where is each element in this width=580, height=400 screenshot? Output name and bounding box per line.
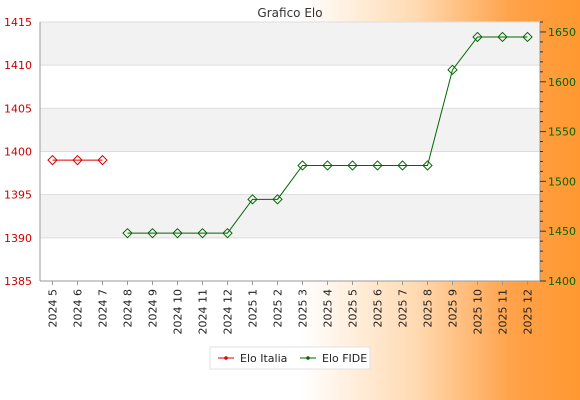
left-tick-label: 1385 — [4, 275, 32, 288]
left-tick-label: 1390 — [4, 232, 32, 245]
plot-band — [40, 22, 540, 66]
x-tick-label: 2025 8 — [422, 289, 435, 328]
data-point — [47, 154, 58, 166]
data-point — [497, 31, 508, 43]
left-tick-label: 1410 — [4, 59, 32, 72]
left-axis-ticks: 1385 1390 1395 1400 1405 1410 1415 — [4, 16, 32, 288]
series-elo-italia — [47, 154, 108, 166]
x-tick-label: 2024 10 — [172, 289, 185, 335]
right-tick-label: 1600 — [548, 76, 576, 89]
legend: Elo Italia Elo FIDE — [209, 346, 371, 370]
x-tick-label: 2025 5 — [347, 289, 360, 328]
left-tick-label: 1395 — [4, 189, 32, 202]
series-elo-fide — [122, 31, 533, 239]
x-tick-label: 2024 9 — [147, 289, 160, 328]
data-point — [522, 31, 533, 43]
legend-marker — [224, 356, 228, 360]
x-axis-ticks: 2024 5 2024 6 2024 7 2024 8 2024 9 2024 10 202… — [47, 281, 535, 335]
data-point — [222, 227, 233, 239]
legend-box — [209, 346, 371, 370]
data-point — [472, 31, 483, 43]
right-tick-label: 1400 — [548, 275, 576, 288]
data-point — [172, 227, 183, 239]
plot-band — [40, 194, 540, 238]
x-tick-label: 2025 9 — [447, 289, 460, 328]
data-point — [322, 160, 333, 171]
x-tick-label: 2025 10 — [472, 289, 485, 335]
data-point — [372, 160, 383, 171]
x-tick-label: 2024 11 — [197, 289, 210, 335]
x-tick-label: 2025 4 — [322, 289, 335, 328]
series-layer — [47, 31, 533, 239]
x-tick-label: 2024 5 — [47, 289, 60, 328]
plot-band — [40, 108, 540, 152]
x-tick-label: 2025 3 — [297, 289, 310, 328]
legend-marker — [306, 356, 310, 360]
chart-title: Grafico Elo — [257, 6, 322, 20]
series-line — [127, 36, 528, 234]
legend-item: Elo FIDE — [300, 352, 367, 365]
left-tick-label: 1415 — [4, 16, 32, 29]
left-tick-label: 1400 — [4, 146, 32, 159]
data-point — [397, 160, 408, 171]
data-point — [72, 154, 83, 166]
legend-label: Elo FIDE — [322, 352, 367, 365]
data-point — [347, 160, 358, 171]
data-point — [197, 227, 208, 239]
x-tick-label: 2024 8 — [122, 289, 135, 328]
x-tick-label: 2024 12 — [222, 289, 235, 335]
data-point — [297, 160, 308, 171]
data-point — [422, 160, 433, 171]
x-tick-label: 2025 11 — [497, 289, 510, 335]
x-tick-label: 2024 6 — [72, 289, 85, 328]
right-tick-label: 1650 — [548, 26, 576, 39]
right-axis-ticks: 1400 1450 1500 1550 1600 1650 — [540, 21, 576, 288]
x-tick-label: 2025 2 — [272, 289, 285, 328]
x-tick-label: 2024 7 — [97, 289, 110, 328]
data-point — [147, 227, 158, 239]
data-point — [247, 194, 258, 205]
data-point — [122, 227, 133, 239]
x-tick-label: 2025 7 — [397, 289, 410, 328]
right-tick-label: 1450 — [548, 225, 576, 238]
left-tick-label: 1405 — [4, 102, 32, 115]
x-tick-label: 2025 6 — [372, 289, 385, 328]
x-tick-label: 2025 12 — [522, 289, 535, 335]
data-point — [97, 154, 108, 166]
right-tick-label: 1500 — [548, 175, 576, 188]
legend-item: Elo Italia — [218, 352, 287, 365]
data-point — [272, 194, 283, 205]
legend-label: Elo Italia — [240, 352, 287, 365]
data-point — [447, 64, 458, 76]
right-tick-label: 1550 — [548, 126, 576, 139]
x-tick-label: 2025 1 — [247, 289, 260, 328]
